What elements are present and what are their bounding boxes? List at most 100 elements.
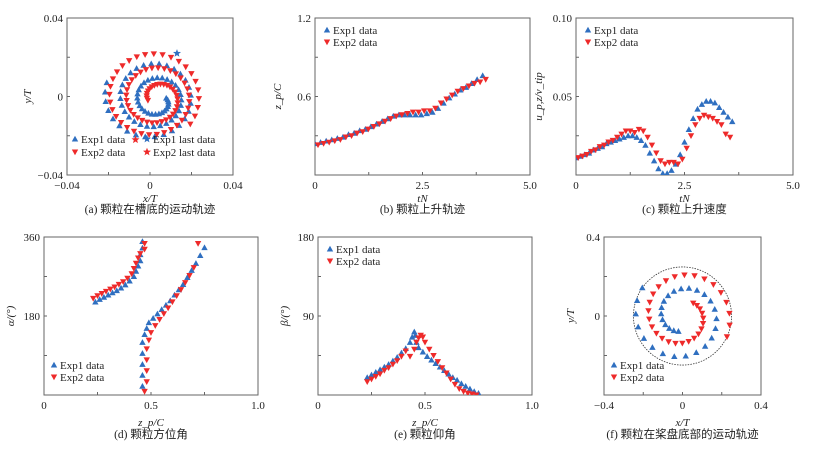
data-point	[447, 376, 454, 383]
data-point	[601, 142, 608, 149]
data-point	[376, 371, 384, 378]
x-tick-label: 1.0	[251, 400, 265, 412]
data-point	[700, 112, 708, 119]
data-point	[657, 310, 665, 317]
data-point	[726, 322, 733, 329]
data-point	[119, 279, 127, 285]
data-point	[679, 340, 686, 347]
data-point	[182, 280, 189, 286]
data-points	[576, 98, 736, 175]
y-tick-label: 0.4	[586, 232, 600, 244]
data-point	[723, 299, 730, 306]
data-point	[576, 155, 582, 161]
data-point	[616, 135, 623, 142]
data-point	[423, 353, 431, 359]
data-point	[372, 368, 379, 375]
x-axis-label: tN	[679, 193, 690, 205]
y-tick-label: 0.6	[297, 92, 311, 104]
data-point	[158, 306, 165, 312]
legend-marker	[71, 135, 79, 142]
data-point	[168, 78, 175, 85]
data-point	[195, 96, 203, 102]
subplot-c: 0 2.5 5.0 0.05 0.10 tN u_p,z/v_tip (c) 颗粒上升速度 Ex…	[533, 13, 800, 216]
data-point	[640, 128, 647, 135]
data-point	[708, 334, 715, 341]
y-tick-label: 0.10	[553, 13, 573, 25]
data-point	[150, 123, 157, 130]
data-point	[359, 129, 366, 136]
data-point	[665, 339, 672, 346]
data-point	[646, 316, 653, 323]
data-point	[423, 110, 430, 117]
x-axis-label: x/T	[674, 417, 690, 429]
data-point	[174, 96, 181, 103]
data-point	[685, 126, 693, 133]
data-point	[167, 54, 175, 61]
data-point	[126, 277, 133, 284]
data-point	[627, 128, 634, 135]
data-point	[112, 113, 120, 120]
data-point	[415, 109, 422, 116]
data-point	[143, 379, 150, 386]
y-tick-label: 0	[58, 92, 64, 104]
data-point	[117, 120, 125, 126]
x-tick-label: 5.0	[786, 180, 800, 192]
y-tick-label: 180	[24, 311, 41, 323]
data-point	[105, 291, 112, 298]
data-point	[650, 157, 658, 164]
data-point	[144, 76, 152, 83]
data-point	[132, 131, 140, 138]
data-point	[700, 315, 707, 322]
legend-label: Exp1 data	[60, 360, 104, 372]
legend-label: Exp1 data	[81, 134, 125, 146]
data-point	[179, 281, 187, 287]
y-tick-label: 0.04	[44, 13, 64, 25]
y-tick-label: 0	[595, 311, 601, 323]
data-point	[432, 360, 439, 366]
data-point	[102, 98, 109, 104]
data-point	[729, 118, 736, 125]
data-point	[419, 348, 427, 355]
data-point	[320, 141, 327, 147]
data-point	[711, 305, 718, 312]
data-point	[694, 105, 701, 112]
subplot-d: 0 0.5 1.0 180 360 z_p/C α/(°) (d) 颗粒方位角 Exp1 dat…	[5, 232, 265, 441]
data-point	[94, 293, 101, 300]
data-point	[693, 286, 701, 293]
x-tick-label: −0.04	[54, 180, 80, 192]
data-point	[174, 100, 181, 107]
x-tick-label: 2.5	[678, 180, 692, 192]
data-point	[169, 299, 176, 306]
data-point	[676, 151, 684, 158]
data-point	[649, 291, 657, 298]
data-point	[466, 385, 474, 392]
data-point	[102, 288, 110, 295]
data-point	[443, 96, 450, 103]
data-point	[658, 335, 666, 342]
data-point	[443, 370, 450, 377]
data-point	[389, 361, 397, 368]
data-point	[614, 134, 621, 141]
data-point	[393, 358, 401, 364]
data-point	[119, 63, 126, 70]
data-point	[143, 325, 150, 331]
x-axis-label: x/T	[142, 193, 158, 205]
data-point	[101, 88, 109, 95]
x-tick-label: −0.4	[594, 400, 614, 412]
data-point	[670, 288, 678, 294]
data-point	[167, 127, 175, 133]
data-point	[662, 278, 670, 285]
data-point	[679, 156, 686, 163]
data-point	[127, 69, 134, 76]
data-point	[90, 295, 97, 302]
data-point	[133, 65, 140, 71]
data-point	[698, 101, 706, 107]
data-point	[629, 132, 636, 139]
data-point	[125, 58, 133, 64]
data-point	[173, 92, 180, 99]
legend-marker	[50, 374, 58, 381]
data-point	[681, 138, 688, 145]
data-point	[687, 133, 695, 139]
